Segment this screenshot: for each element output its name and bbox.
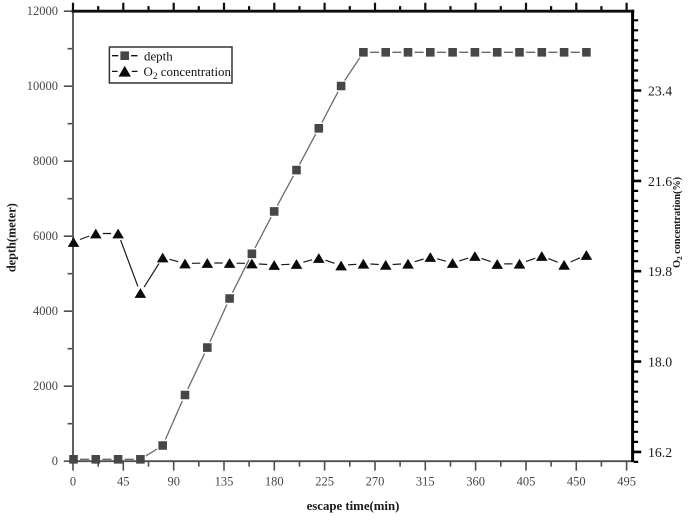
svg-text:6000: 6000: [33, 229, 58, 243]
svg-text:19.8: 19.8: [648, 264, 672, 279]
svg-text:495: 495: [617, 474, 636, 488]
svg-text:12000: 12000: [27, 4, 58, 18]
svg-text:0: 0: [52, 454, 58, 468]
svg-text:450: 450: [567, 474, 586, 488]
svg-text:0: 0: [70, 474, 76, 488]
svg-text:21.6: 21.6: [648, 174, 672, 189]
svg-text:depth(meter): depth(meter): [5, 203, 19, 272]
svg-text:135: 135: [215, 474, 234, 488]
svg-text:45: 45: [117, 474, 130, 488]
svg-text:270: 270: [366, 474, 385, 488]
svg-text:18.0: 18.0: [648, 355, 672, 370]
svg-text:16.2: 16.2: [648, 445, 672, 460]
svg-text:225: 225: [315, 474, 334, 488]
svg-text:405: 405: [517, 474, 536, 488]
svg-text:180: 180: [265, 474, 284, 488]
svg-text:360: 360: [466, 474, 485, 488]
svg-text:23.4: 23.4: [648, 83, 672, 98]
svg-text:315: 315: [416, 474, 435, 488]
svg-text:8000: 8000: [33, 154, 58, 168]
svg-text:10000: 10000: [27, 79, 58, 93]
svg-text:O2 concentration: O2 concentration: [144, 65, 232, 82]
svg-text:escape time(min): escape time(min): [307, 499, 400, 513]
svg-text:depth: depth: [144, 50, 173, 64]
svg-text:90: 90: [167, 474, 180, 488]
svg-text:O2 concentration(%): O2 concentration(%): [672, 177, 684, 268]
svg-text:2000: 2000: [33, 379, 58, 393]
svg-text:4000: 4000: [33, 304, 58, 318]
